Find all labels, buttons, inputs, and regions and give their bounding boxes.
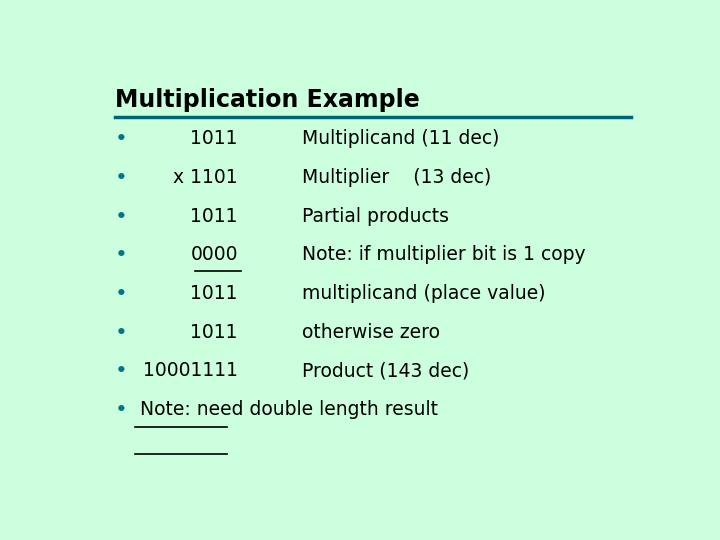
Text: otherwise zero: otherwise zero (302, 322, 440, 342)
Text: •: • (115, 284, 128, 304)
Text: •: • (115, 168, 128, 188)
Text: 1011: 1011 (190, 129, 238, 149)
Text: x 1101: x 1101 (174, 168, 238, 187)
Text: Partial products: Partial products (302, 207, 449, 226)
Text: 10001111: 10001111 (143, 361, 238, 380)
Text: 0000: 0000 (190, 245, 238, 264)
Text: 1011: 1011 (190, 207, 238, 226)
Text: •: • (115, 129, 128, 149)
Text: 1011: 1011 (190, 322, 238, 342)
Text: Multiplier    (13 dec): Multiplier (13 dec) (302, 168, 491, 187)
Text: •: • (115, 361, 128, 381)
Text: •: • (115, 245, 128, 265)
Text: Note: need double length result: Note: need double length result (140, 400, 438, 419)
Text: 1011: 1011 (190, 284, 238, 303)
Text: Multiplicand (11 dec): Multiplicand (11 dec) (302, 129, 500, 149)
Text: Product (143 dec): Product (143 dec) (302, 361, 469, 380)
Text: multiplicand (place value): multiplicand (place value) (302, 284, 546, 303)
Text: •: • (115, 207, 128, 227)
Text: Note: if multiplier bit is 1 copy: Note: if multiplier bit is 1 copy (302, 245, 585, 264)
Text: Multiplication Example: Multiplication Example (115, 87, 420, 112)
Text: •: • (115, 400, 128, 420)
Text: •: • (115, 322, 128, 342)
